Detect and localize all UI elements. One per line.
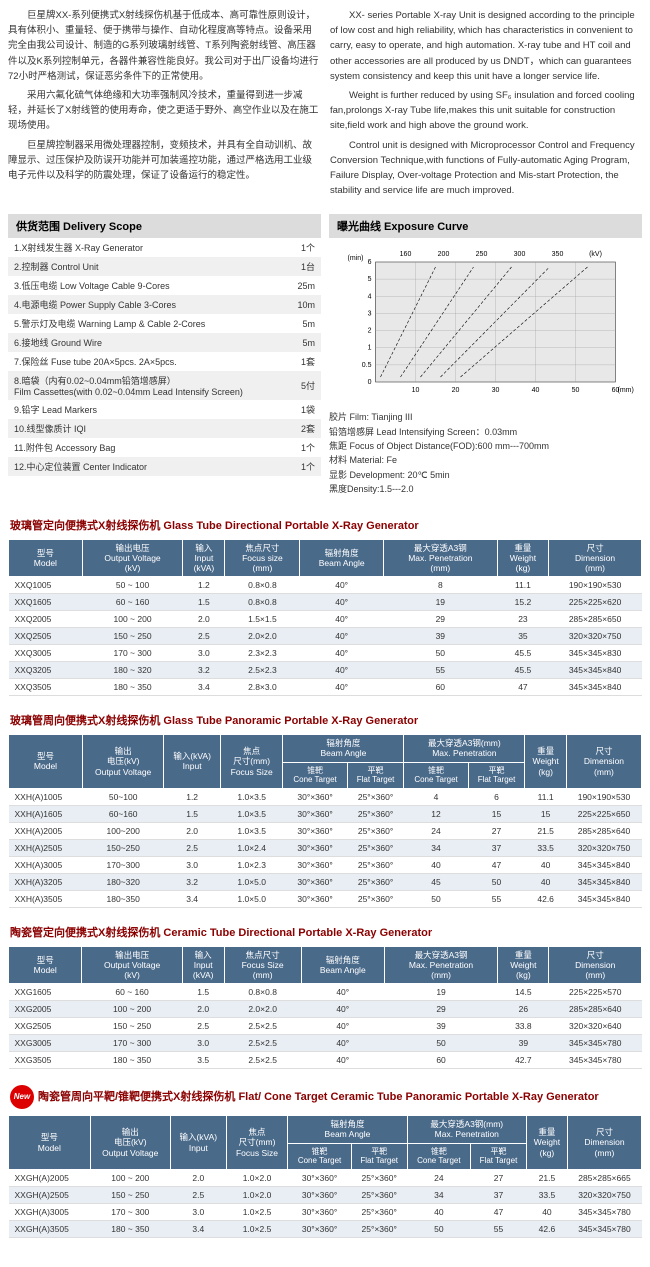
intro-english: XX- series Portable X-ray Unit is design… [330,8,642,202]
svg-text:200: 200 [438,251,450,258]
table-title: 陶瓷管定向便携式X射线探伤机 Ceramic Tube Directional … [8,918,642,946]
svg-text:10: 10 [412,387,420,394]
delivery-scope: 供货范围 Delivery Scope 1.X射线发生器 X-Ray Gener… [8,214,321,500]
spec-table-section: 玻璃管定向便携式X射线探伤机 Glass Tube Directional Po… [8,511,642,697]
svg-text:(min): (min) [348,255,364,262]
delivery-row: 8.暗袋（内有0.02~0.04mm铅箔增感屏） Film Cassettes(… [8,371,321,400]
table-row: XXH(A)2505150~2502.51.0×2.430°×360°25°×3… [9,839,642,856]
delivery-row: 1.X射线发生器 X-Ray Generator1个 [8,238,321,257]
svg-text:4: 4 [368,294,372,301]
exposure-chart: 10203040506000.5123456160200250300350(kV… [329,242,642,402]
delivery-title: 供货范围 Delivery Scope [8,214,321,238]
delivery-row: 2.控制器 Control Unit1台 [8,257,321,276]
exposure-info-line: 焦距 Focus of Object Distance(FOD):600 mm-… [329,439,642,453]
table-row: XXGH(A)3005170 ~ 3003.01.0×2.530°×360°25… [9,1203,642,1220]
svg-text:(kV): (kV) [589,251,602,258]
table-row: XXH(A)3505180~3503.41.0×5.030°×360°25°×3… [9,890,642,907]
intro-para: 采用六氟化硫气体绝缘和大功率强制风冷技术，重量得到进一步减轻，并延长了X射线管的… [8,88,320,134]
exposure-info-line: 材料 Material: Fe [329,453,642,467]
table-row: XXG3505180 ~ 3503.52.5×2.540°6042.7345×3… [9,1052,642,1069]
table-row: XXH(A)3205180~3203.21.0×5.030°×360°25°×3… [9,873,642,890]
delivery-row: 9.铅字 Lead Markers1袋 [8,400,321,419]
table-row: XXQ2005100 ~ 2002.01.5×1.540°2923285×285… [9,611,642,628]
spec-table-section: 陶瓷管定向便携式X射线探伤机 Ceramic Tube Directional … [8,918,642,1070]
new-badge-icon: New [10,1085,34,1109]
svg-text:2: 2 [368,328,372,335]
delivery-row: 6.接地线 Ground Wire5m [8,333,321,352]
delivery-row: 3.低压电缆 Low Voltage Cable 9-Cores25m [8,276,321,295]
exposure-info-line: 显影 Development: 20℃ 5min [329,468,642,482]
spec-table: 型号 Model输出电压 Output Voltage (kV)输入 Input… [8,946,642,1070]
table-row: XXG2505150 ~ 2502.52.5×2.540°3933.8320×3… [9,1018,642,1035]
table-title: 玻璃管定向便携式X射线探伤机 Glass Tube Directional Po… [8,511,642,539]
delivery-row: 7.保险丝 Fuse tube 20A×5pcs. 2A×5pcs.1套 [8,352,321,371]
table-row: XXQ3005170 ~ 3003.02.3×2.340°5045.5345×3… [9,645,642,662]
delivery-table: 1.X射线发生器 X-Ray Generator1个2.控制器 Control … [8,238,321,476]
exposure-info-line: 胶片 Film: Tianjing III [329,410,642,424]
delivery-row: 5.警示灯及电缆 Warning Lamp & Cable 2-Cores5m [8,314,321,333]
table-title: New陶瓷管周向平靶/锥靶便携式X射线探伤机 Flat/ Cone Target… [8,1079,642,1115]
spec-table-section: 玻璃管周向便携式X射线探伤机 Glass Tube Panoramic Port… [8,706,642,908]
svg-text:0: 0 [368,379,372,386]
table-row: XXH(A)3005170~3003.01.0×2.330°×360°25°×3… [9,856,642,873]
exposure-info: 胶片 Film: Tianjing III铅箔增感屏 Lead Intensif… [329,406,642,500]
table-row: XXGH(A)3505180 ~ 3503.41.0×2.530°×360°25… [9,1220,642,1237]
table-row: XXH(A)160560~1601.51.0×3.530°×360°25°×36… [9,805,642,822]
spec-table-section: New陶瓷管周向平靶/锥靶便携式X射线探伤机 Flat/ Cone Target… [8,1079,642,1238]
intro-para: Control unit is designed with Microproce… [330,138,642,199]
exposure-title: 曝光曲线 Exposure Curve [329,214,642,238]
table-row: XXG3005170 ~ 3003.02.5×2.540°5039345×345… [9,1035,642,1052]
svg-text:20: 20 [452,387,460,394]
intro-block: 巨星牌XX-系列便携式X射线探伤机基于低成本、高可靠性原则设计，具有体积小、重量… [8,8,642,202]
table-row: XXG2005100 ~ 2002.02.0×2.040°2926285×285… [9,1001,642,1018]
svg-text:50: 50 [572,387,580,394]
svg-text:250: 250 [476,251,488,258]
svg-text:300: 300 [514,251,526,258]
delivery-row: 4.电源电缆 Power Supply Cable 3-Cores10m [8,295,321,314]
table-row: XXQ3205180 ~ 3203.22.5×2.340°5545.5345×3… [9,662,642,679]
intro-para: XX- series Portable X-ray Unit is design… [330,8,642,84]
table-row: XXGH(A)2005100 ~ 2002.01.0×2.030°×360°25… [9,1169,642,1186]
svg-text:(mm): (mm) [618,387,634,394]
exposure-curve: 曝光曲线 Exposure Curve 10203040506000.51234… [329,214,642,500]
svg-text:350: 350 [552,251,564,258]
svg-text:3: 3 [368,311,372,318]
table-row: XXQ3505180 ~ 3503.42.8×3.040°6047345×345… [9,679,642,696]
table-row: XXH(A)100550~1001.21.0×3.530°×360°25°×36… [9,788,642,805]
table-title: 玻璃管周向便携式X射线探伤机 Glass Tube Panoramic Port… [8,706,642,734]
spec-table: 型号 Model输出电压 Output Voltage (kV)输入 Input… [8,539,642,697]
delivery-row: 10.线型像质计 IQI2套 [8,419,321,438]
spec-table: 型号 Model输出 电压(kV) Output Voltage输入(kVA) … [8,734,642,908]
intro-para: 巨星牌XX-系列便携式X射线探伤机基于低成本、高可靠性原则设计，具有体积小、重量… [8,8,320,84]
svg-text:5: 5 [368,276,372,283]
svg-text:40: 40 [532,387,540,394]
exposure-info-line: 黑度Density:1.5---2.0 [329,482,642,496]
table-row: XXGH(A)2505150 ~ 2502.51.0×2.030°×360°25… [9,1186,642,1203]
svg-text:6: 6 [368,259,372,266]
spec-table: 型号 Model输出 电压(kV) Output Voltage输入(kVA) … [8,1115,642,1238]
delivery-row: 11.附件包 Accessory Bag1个 [8,438,321,457]
svg-text:1: 1 [368,345,372,352]
svg-text:160: 160 [400,251,412,258]
delivery-row: 12.中心定位装置 Center Indicator1个 [8,457,321,476]
table-row: XXG160560 ~ 1601.50.8×0.840°1914.5225×22… [9,984,642,1001]
intro-para: 巨星牌控制器采用微处理器控制，变频技术，并具有全自动训机、故障显示、过压保护及防… [8,138,320,184]
table-row: XXQ100550 ~ 1001.20.8×0.840°811.1190×190… [9,577,642,594]
table-row: XXQ160560 ~ 1601.50.8×0.840°1915.2225×22… [9,594,642,611]
intro-chinese: 巨星牌XX-系列便携式X射线探伤机基于低成本、高可靠性原则设计，具有体积小、重量… [8,8,320,202]
svg-text:0.5: 0.5 [362,362,372,369]
svg-text:30: 30 [492,387,500,394]
exposure-info-line: 铅箔增感屏 Lead Intensifying Screen：0.03mm [329,425,642,439]
intro-para: Weight is further reduced by using SF₆ i… [330,88,642,134]
table-row: XXQ2505150 ~ 2502.52.0×2.040°3935320×320… [9,628,642,645]
table-row: XXH(A)2005100~2002.01.0×3.530°×360°25°×3… [9,822,642,839]
